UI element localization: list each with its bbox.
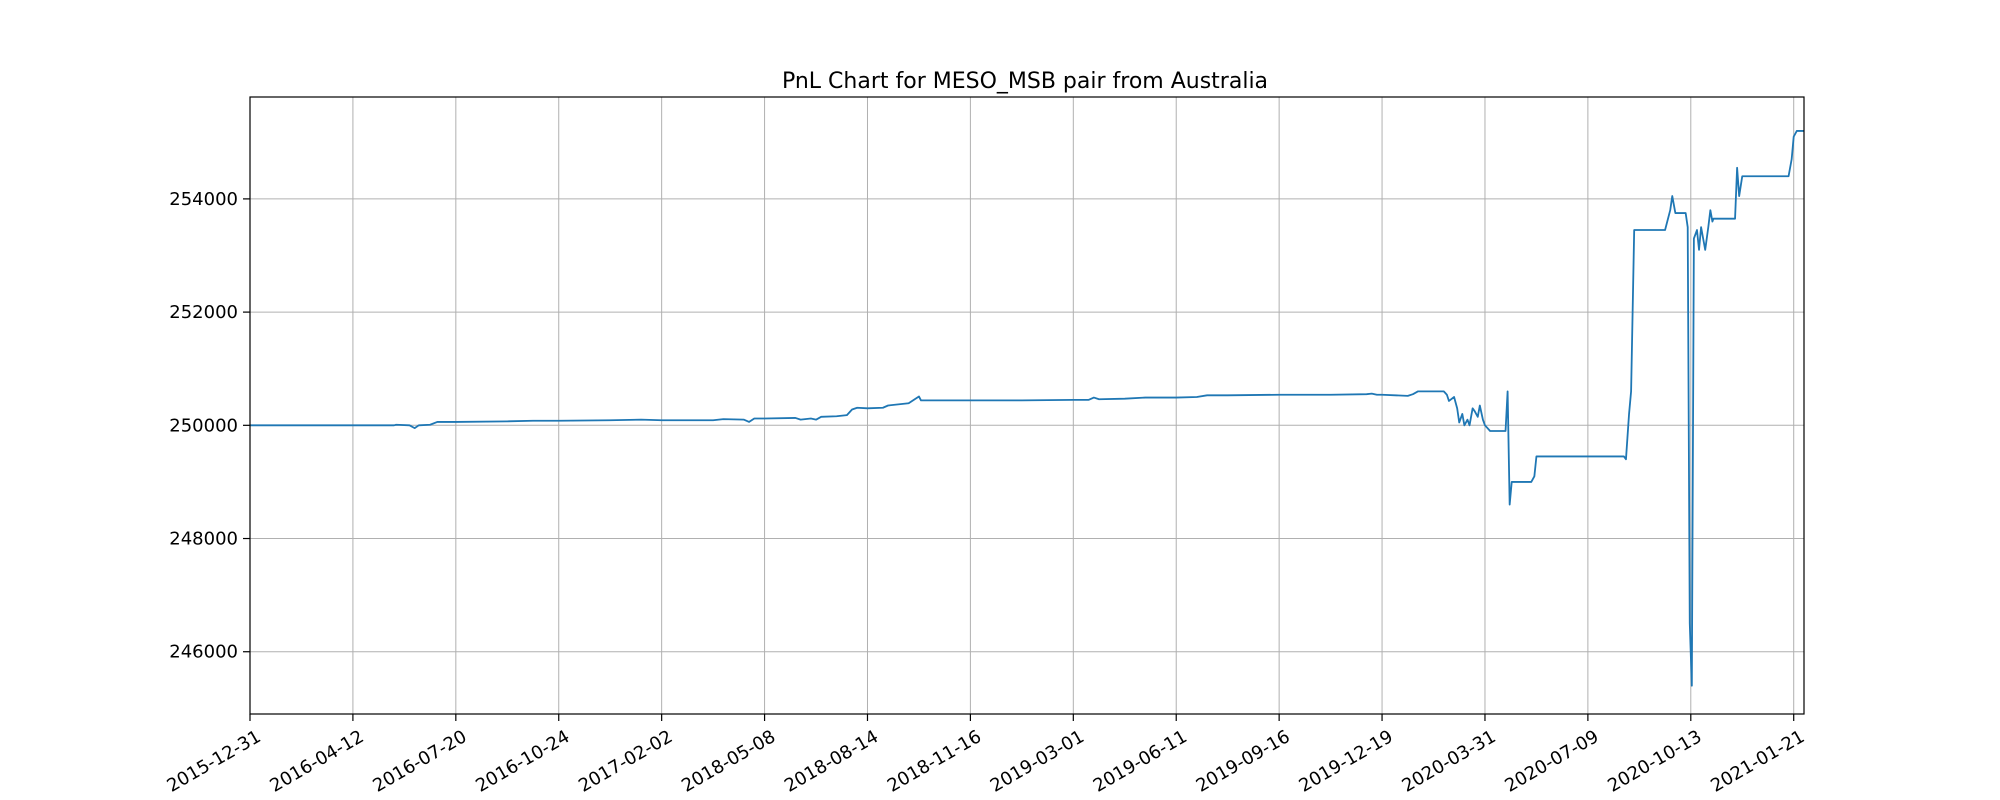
pnl-series-line <box>250 130 1804 687</box>
y-tick-label: 254000 <box>169 189 238 210</box>
y-tick-label: 252000 <box>169 302 238 323</box>
chart-title: PnL Chart for MESO_MSB pair from Austral… <box>782 69 1268 94</box>
y-tick-label: 250000 <box>169 415 238 436</box>
y-tick-label: 248000 <box>169 529 238 550</box>
y-axis: 246000 248000 250000 252000 254000 <box>169 189 250 663</box>
series-layer <box>250 130 1804 687</box>
y-tick-label: 246000 <box>169 642 238 663</box>
grid-lines <box>250 97 1804 714</box>
plot-frame <box>249 96 1805 715</box>
